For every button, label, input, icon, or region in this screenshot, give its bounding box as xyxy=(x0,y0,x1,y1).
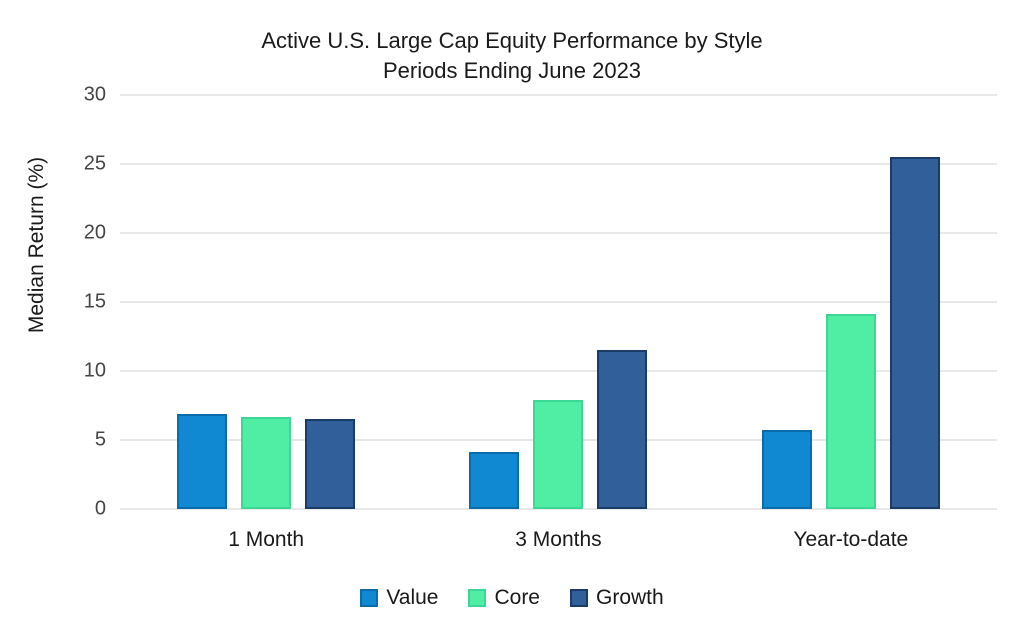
legend-label-core: Core xyxy=(494,586,540,609)
bar-core-3-months xyxy=(533,399,584,509)
bar-group-3-months xyxy=(412,95,704,509)
gridline-25 xyxy=(120,163,997,165)
bar-value-3-months xyxy=(469,452,520,509)
bar-value-1-month xyxy=(177,413,228,509)
legend-label-value: Value xyxy=(386,586,439,609)
legend: Value Core Growth xyxy=(0,586,1024,610)
legend-item-value: Value xyxy=(360,586,438,610)
y-axis-title: Median Return (%) xyxy=(25,156,48,334)
plot-area xyxy=(120,94,997,510)
bar-core-year-to-date xyxy=(825,314,876,509)
legend-swatch-value-icon xyxy=(360,589,379,607)
y-axis-ticks: 0 5 10 15 20 25 30 xyxy=(56,84,106,520)
legend-swatch-growth-icon xyxy=(570,589,588,607)
chart-title-block: Active U.S. Large Cap Equity Performance… xyxy=(0,26,1024,85)
bar-value-year-to-date xyxy=(761,430,812,509)
bar-growth-3-months xyxy=(597,350,648,509)
gridline-20 xyxy=(120,232,997,234)
chart-title: Active U.S. Large Cap Equity Performance… xyxy=(261,28,763,53)
x-tick-label-year-to-date: Year-to-date xyxy=(793,528,909,551)
legend-label-growth: Growth xyxy=(596,586,664,609)
x-tick-label-3-months: 3 Months xyxy=(515,528,602,551)
bar-groups xyxy=(120,95,997,509)
y-tick-label-25: 25 xyxy=(83,152,106,175)
chart-subtitle: Periods Ending June 2023 xyxy=(382,57,642,83)
legend-item-core: Core xyxy=(468,586,540,610)
y-tick-label-30: 30 xyxy=(83,83,106,106)
bar-growth-1-month xyxy=(305,419,356,509)
y-tick-label-5: 5 xyxy=(94,428,106,451)
legend-item-growth: Growth xyxy=(570,586,664,610)
gridline-0 xyxy=(120,508,997,510)
x-tick-label-1-month: 1 Month xyxy=(228,528,305,551)
bar-growth-year-to-date xyxy=(889,157,940,509)
gridline-30 xyxy=(120,94,997,96)
bar-group-year-to-date xyxy=(705,95,997,509)
y-tick-label-0: 0 xyxy=(94,497,106,520)
bar-core-1-month xyxy=(241,416,292,509)
legend-swatch-core-icon xyxy=(468,589,487,607)
gridline-15 xyxy=(120,301,997,303)
bar-group-1-month xyxy=(120,95,412,509)
gridline-10 xyxy=(120,370,997,372)
y-tick-label-20: 20 xyxy=(83,221,106,244)
y-tick-label-10: 10 xyxy=(83,359,106,382)
y-tick-label-15: 15 xyxy=(83,290,106,313)
x-axis-labels: 1 Month 3 Months Year-to-date xyxy=(120,528,997,552)
